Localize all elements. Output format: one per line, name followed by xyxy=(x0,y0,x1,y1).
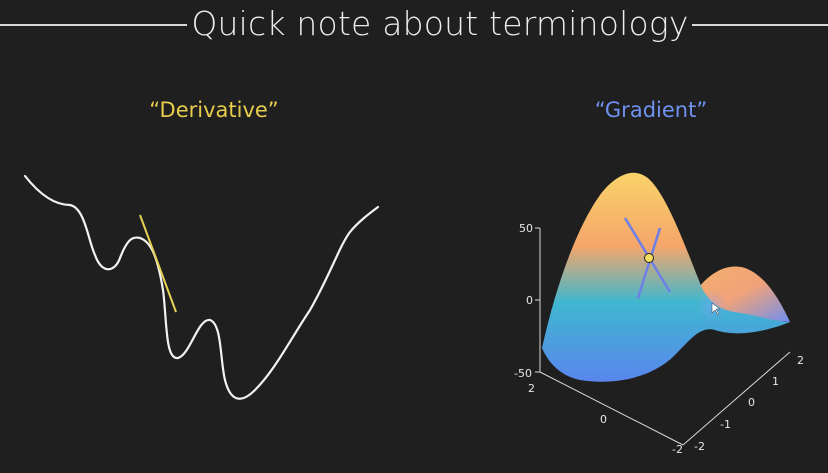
title-rule-left xyxy=(0,24,187,26)
axes xyxy=(535,227,791,446)
surface-right-lobe xyxy=(690,266,790,322)
y-tick-minus1: -1 xyxy=(720,418,731,431)
title-row: Quick note about terminology xyxy=(0,0,828,60)
gradient-label: “Gradient” xyxy=(594,98,708,122)
gradient-point xyxy=(644,253,654,263)
y-tick-0: 0 xyxy=(748,396,755,409)
x-tick-0: 0 xyxy=(600,413,607,426)
function-curve xyxy=(23,174,380,400)
derivative-label: “Derivative” xyxy=(149,98,279,122)
title-rule-right xyxy=(692,24,828,26)
tangent-line xyxy=(139,214,177,313)
cursor-icon xyxy=(711,302,721,316)
surface-main xyxy=(542,172,790,382)
x-tick-2: 2 xyxy=(528,382,535,395)
y-tick-1: 1 xyxy=(772,375,779,388)
z-tick-minus50: -50 xyxy=(514,367,532,380)
z-tick-50: 50 xyxy=(519,222,533,235)
slide-title: Quick note about terminology xyxy=(191,4,689,43)
y-tick-2: 2 xyxy=(797,354,804,367)
z-tick-0: 0 xyxy=(526,294,533,307)
y-tick-minus2: -2 xyxy=(694,440,705,453)
x-tick-minus2: -2 xyxy=(672,443,683,456)
